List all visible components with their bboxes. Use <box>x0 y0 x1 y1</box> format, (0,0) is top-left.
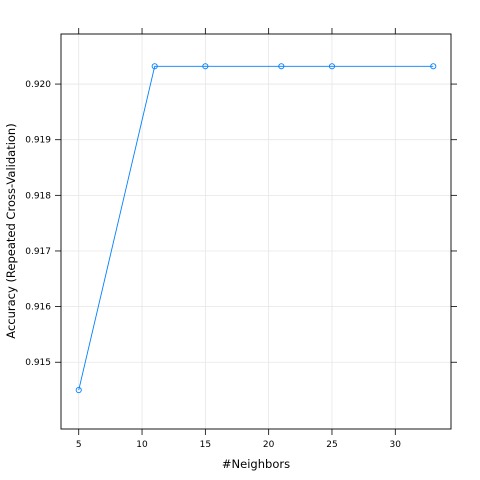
y-tick-label: 0.916 <box>25 303 51 313</box>
x-tick-label: 20 <box>263 440 275 450</box>
x-tick-label: 10 <box>136 440 148 450</box>
data-point-k15 <box>202 63 209 70</box>
y-tick-label: 0.915 <box>25 358 51 368</box>
x-tick-label: 30 <box>390 440 402 450</box>
x-tick-label: 25 <box>326 440 337 450</box>
x-axis-title: #Neighbors <box>222 457 290 471</box>
data-point-k21 <box>278 63 285 70</box>
y-tick-label: 0.919 <box>25 136 51 146</box>
data-point-k5 <box>75 387 82 394</box>
series-accuracy <box>75 63 437 394</box>
series-line-accuracy <box>78 65 434 391</box>
y-tick-label: 0.917 <box>25 247 51 257</box>
y-tick-label: 0.920 <box>25 80 51 90</box>
x-tick-label: 15 <box>200 440 211 450</box>
data-point-k11 <box>151 63 158 70</box>
grid-lines <box>61 34 451 429</box>
plot-frame <box>60 33 452 430</box>
data-point-k33 <box>430 63 437 70</box>
x-tick-label: 5 <box>76 440 82 450</box>
y-tick-label: 0.918 <box>25 191 51 201</box>
axis-ticks: 5 10 15 20 25 30 0.915 0.916 0.917 0.918 0.919 0.92… <box>25 28 457 450</box>
data-point-k25 <box>328 63 336 70</box>
y-axis-title: Accuracy (Repeated Cross-Validation) <box>4 123 18 338</box>
